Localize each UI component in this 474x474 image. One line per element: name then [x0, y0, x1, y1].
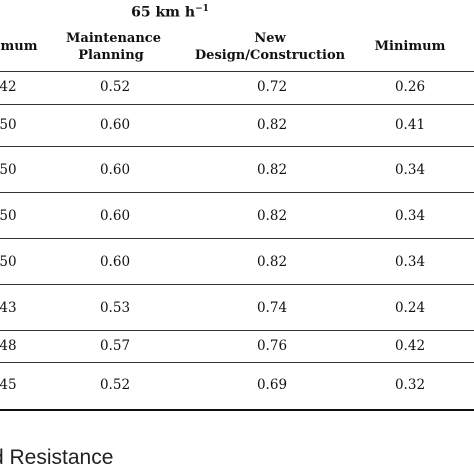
table-cell: 0.82	[256, 162, 288, 178]
table-cell: 0.69	[256, 377, 288, 393]
table-cell: 0.60	[99, 162, 131, 178]
table-cell: 0.52	[99, 79, 131, 95]
table-cell: 0.82	[256, 254, 288, 270]
column-header-new-design-line2: Design/Construction	[194, 48, 346, 63]
row-divider	[0, 238, 474, 239]
row-divider	[0, 284, 474, 285]
speed-group-header-text: 65 km h	[131, 4, 196, 21]
table-cell: 0.60	[99, 254, 131, 270]
table-cell: 45	[0, 377, 17, 393]
table-cell: 50	[0, 162, 17, 178]
row-divider	[0, 362, 474, 363]
table-cell: 0.74	[256, 300, 288, 316]
table-cell: 0.76	[256, 338, 288, 354]
column-header-new-design-line1: New	[254, 31, 286, 46]
table-cell: 0.57	[99, 338, 131, 354]
table-cell: 50	[0, 208, 17, 224]
row-divider	[0, 146, 474, 147]
column-header-minimum: Minimum	[374, 39, 446, 54]
table-cell: 0.24	[394, 300, 426, 316]
table-cell: 42	[0, 79, 17, 95]
table-cell: 0.26	[394, 79, 426, 95]
table-cell: 0.60	[99, 208, 131, 224]
table-cell: 0.52	[99, 377, 131, 393]
column-header-new-design: New Design/Construction	[190, 30, 350, 64]
table-bottom-rule	[0, 409, 474, 411]
table-cell: 50	[0, 254, 17, 270]
table-cell: 43	[0, 300, 17, 316]
speed-group-header: 65 km h−1	[110, 4, 230, 21]
table-cell: 48	[0, 338, 17, 354]
table-cell: 0.32	[394, 377, 426, 393]
table-cell: 0.42	[394, 338, 426, 354]
row-divider	[0, 104, 474, 105]
table-cell: 0.60	[99, 117, 131, 133]
row-divider	[0, 192, 474, 193]
table-cell: 0.53	[99, 300, 131, 316]
table-cell: 0.34	[394, 208, 426, 224]
column-header-minimum-partial: mum	[0, 39, 38, 54]
header-rule	[0, 71, 474, 72]
table-cell: 0.82	[256, 208, 288, 224]
table-cell: 0.82	[256, 117, 288, 133]
column-header-maintenance-line2: Planning	[78, 48, 144, 63]
table-cell: 50	[0, 117, 17, 133]
section-heading-partial: d Resistance	[0, 446, 114, 469]
table-cell: 0.41	[394, 117, 426, 133]
column-header-maintenance-planning: Maintenance Planning	[66, 30, 161, 64]
row-divider	[0, 330, 474, 331]
column-header-maintenance-line1: Maintenance	[66, 31, 161, 46]
table-cell: 0.72	[256, 79, 288, 95]
table-cell: 0.34	[394, 162, 426, 178]
table-cell: 0.34	[394, 254, 426, 270]
speed-group-header-exponent: −1	[195, 4, 209, 14]
